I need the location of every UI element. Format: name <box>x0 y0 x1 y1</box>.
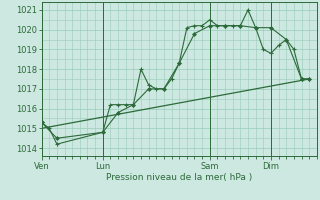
X-axis label: Pression niveau de la mer( hPa ): Pression niveau de la mer( hPa ) <box>106 173 252 182</box>
